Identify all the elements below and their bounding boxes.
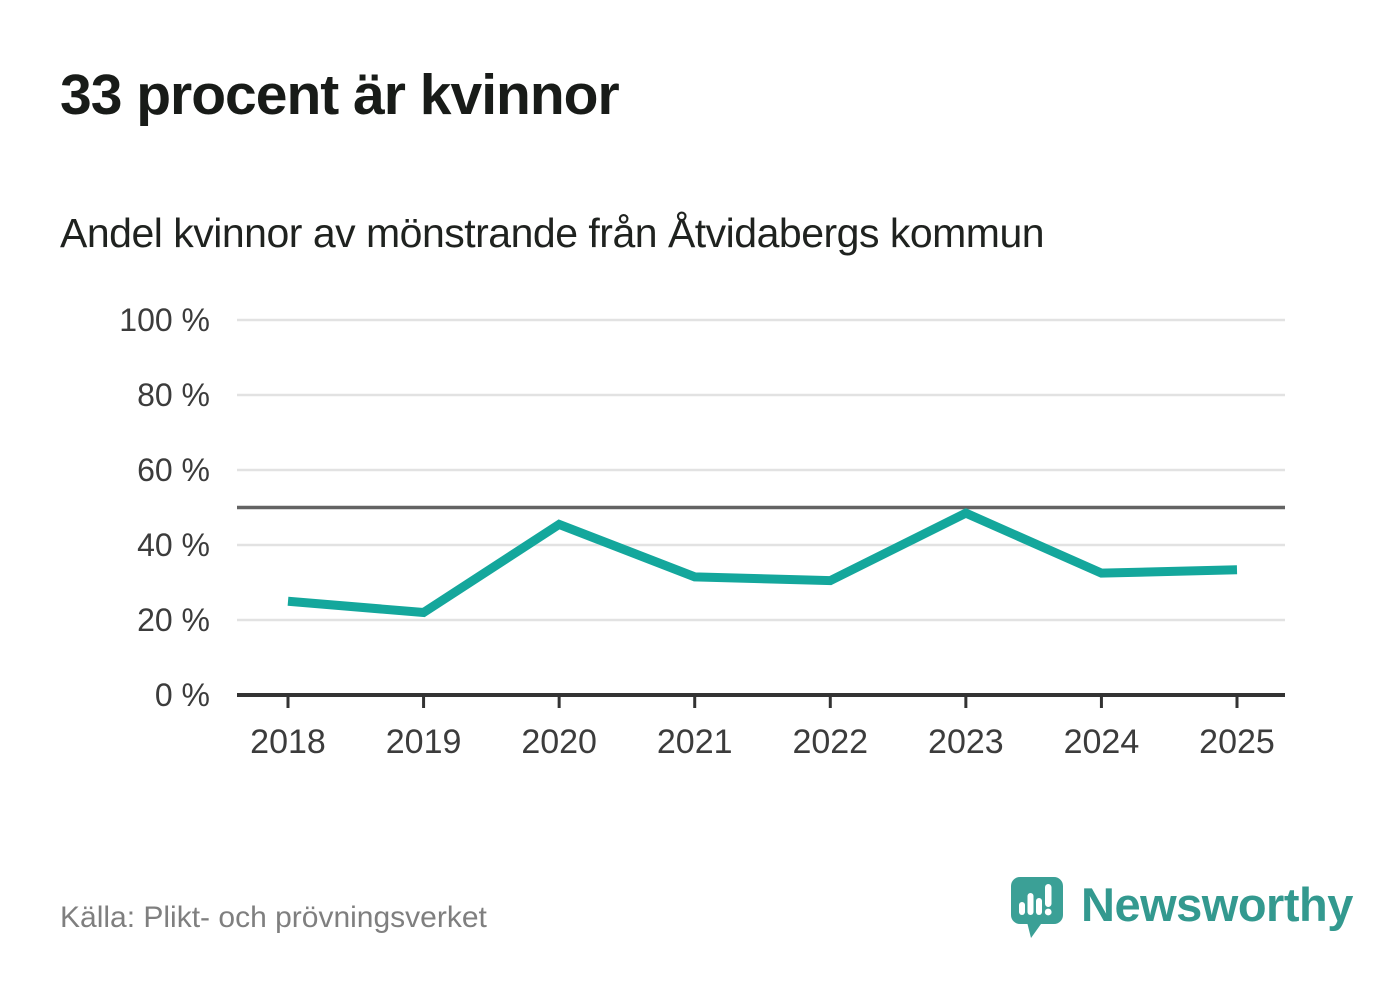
x-tick-label: 2020	[521, 723, 597, 761]
bar-2	[1027, 893, 1034, 915]
y-tick-label: 60 %	[137, 452, 210, 488]
x-tick-label: 2021	[657, 723, 733, 761]
exclamation-stroke	[1045, 884, 1052, 907]
page-title: 33 procent är kvinnor	[60, 63, 620, 127]
source-note: Källa: Plikt- och prövningsverket	[60, 901, 487, 934]
y-tick-label: 20 %	[137, 602, 210, 638]
y-tick-label: 80 %	[137, 377, 210, 413]
bar-1	[1019, 902, 1025, 915]
newsworthy-wordmark: Newsworthy	[1081, 877, 1353, 931]
x-tick-label: 2018	[250, 723, 326, 761]
y-tick-label: 0 %	[155, 677, 210, 713]
newsworthy-bubble-icon	[1011, 877, 1063, 938]
bar-3	[1036, 898, 1042, 915]
x-tick-label: 2022	[792, 723, 868, 761]
data-series-line	[287, 508, 1238, 618]
x-tick-label: 2024	[1064, 723, 1140, 761]
newsworthy-logo: Newsworthy	[1010, 876, 1353, 940]
x-tick-label: 2019	[386, 723, 462, 761]
x-tick-label: 2025	[1199, 723, 1275, 761]
y-tick-label: 40 %	[137, 527, 210, 563]
exclamation-dot	[1044, 908, 1052, 916]
chart-subtitle: Andel kvinnor av mönstrande från Åtvidab…	[60, 210, 1045, 256]
x-tick-label: 2023	[928, 723, 1004, 761]
y-tick-label: 100 %	[119, 302, 210, 338]
